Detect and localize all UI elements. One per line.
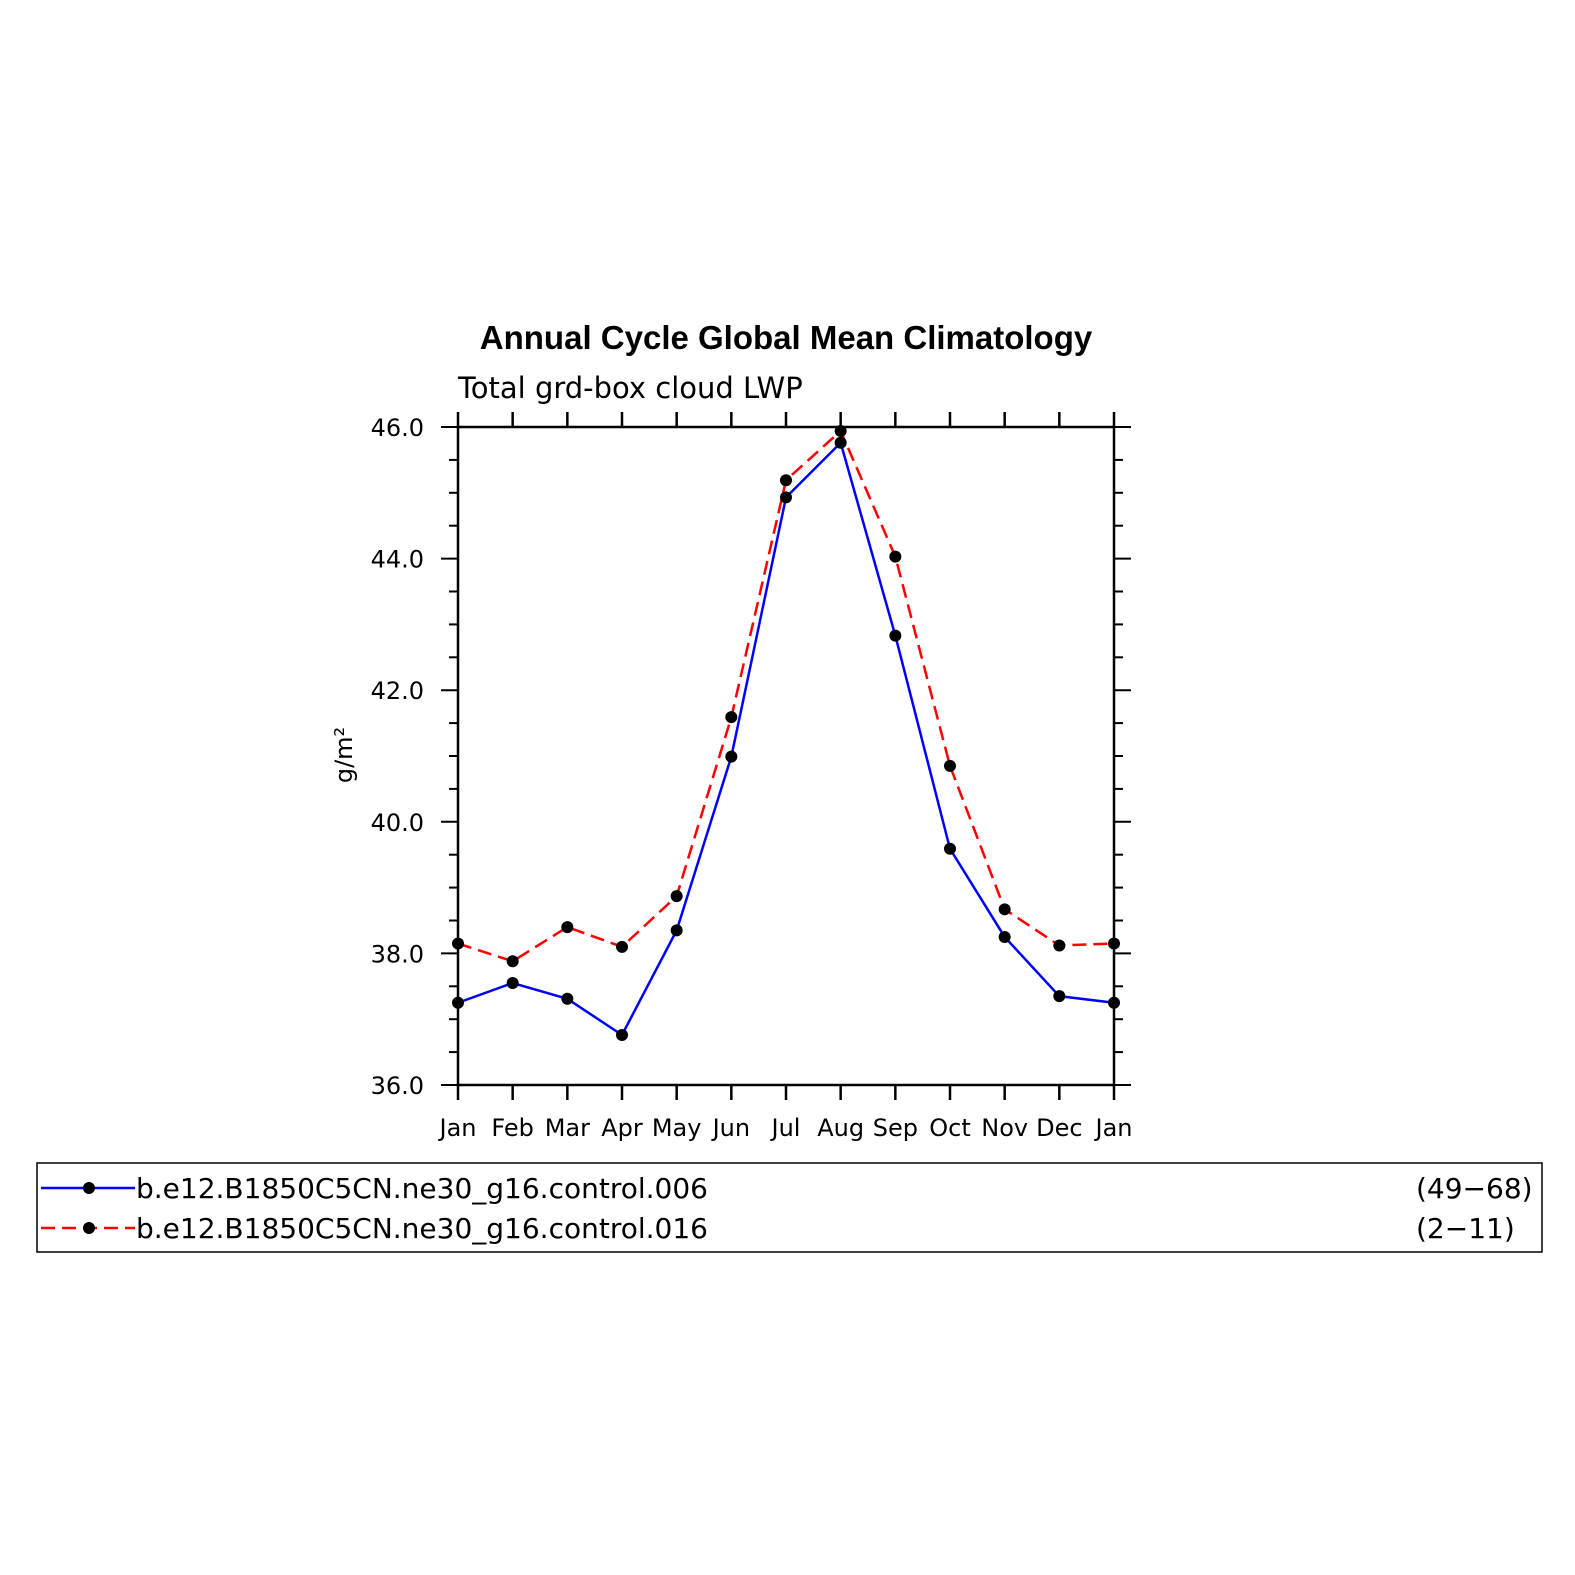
x-tick-label: Aug — [817, 1114, 864, 1142]
y-tick-label: 46.0 — [371, 414, 424, 442]
legend-marker-2 — [83, 1222, 95, 1234]
data-point-series-1 — [1108, 996, 1120, 1009]
data-point-series-1 — [998, 930, 1011, 943]
series-line-1 — [457, 440, 1115, 1037]
data-point-series-2 — [998, 903, 1011, 916]
x-tick-label: Apr — [601, 1114, 643, 1142]
data-point-series-1 — [889, 629, 902, 642]
data-point-series-2 — [944, 759, 956, 772]
x-tick-label: May — [652, 1114, 702, 1142]
y-tick-label: 42.0 — [371, 677, 424, 705]
legend-marker-1 — [83, 1182, 95, 1194]
data-point-series-1 — [944, 842, 956, 855]
data-point-series-2 — [725, 711, 738, 724]
data-point-series-1 — [616, 1028, 628, 1041]
data-point-series-2 — [889, 550, 902, 563]
data-point-series-2 — [834, 424, 847, 437]
x-tick-label: Nov — [981, 1114, 1028, 1142]
legend-years-1: (49−68) — [1416, 1172, 1533, 1205]
x-tick-label: Oct — [929, 1114, 971, 1142]
legend-label-2: b.e12.B1850C5CN.ne30_g16.control.016 — [136, 1212, 708, 1245]
x-tick-label: Feb — [491, 1114, 534, 1142]
y-tick-label: 36.0 — [371, 1072, 424, 1100]
data-point-series-2 — [506, 955, 519, 968]
data-point-series-2 — [616, 940, 628, 953]
data-point-series-2 — [670, 890, 683, 903]
data-point-series-2 — [1053, 939, 1066, 952]
axis-ticks: Jan Feb Mar Apr May Jun Jul Aug Sep Oct Nov Dec Jan 3… — [371, 412, 1133, 1142]
y-tick-label: 38.0 — [371, 940, 424, 968]
data-point-series-1 — [834, 436, 847, 449]
data-point-series-1 — [670, 924, 683, 937]
x-tick-label: Dec — [1036, 1114, 1082, 1142]
x-tick-label: Jul — [770, 1114, 801, 1142]
x-tick-label: Sep — [873, 1114, 918, 1142]
legend-label-1: b.e12.B1850C5CN.ne30_g16.control.006 — [136, 1172, 708, 1205]
chart-subtitle: Total grd-box cloud LWP — [457, 371, 803, 405]
x-tick-label: Jun — [711, 1114, 751, 1142]
legend-entries: b.e12.B1850C5CN.ne30_g16.control.006 (49−… — [41, 1172, 1533, 1245]
data-point-series-2 — [780, 474, 792, 487]
legend: b.e12.B1850C5CN.ne30_g16.control.006 (49−… — [36, 1162, 1543, 1253]
y-tick-label: 40.0 — [371, 809, 424, 837]
plot-frame — [456, 425, 1116, 1087]
data-point-series-2 — [561, 921, 574, 934]
data-point-series-1 — [506, 977, 519, 990]
y-axis-label: g/m² — [330, 727, 358, 783]
x-tick-label: Jan — [438, 1114, 477, 1142]
data-point-series-2 — [452, 937, 464, 950]
y-tick-label: 44.0 — [371, 546, 424, 574]
data-point-series-1 — [725, 750, 738, 763]
x-tick-label: Mar — [545, 1114, 590, 1142]
data-point-series-1 — [561, 992, 574, 1005]
series-lines — [452, 424, 1120, 1041]
data-point-series-2 — [1108, 937, 1120, 950]
data-point-series-1 — [452, 996, 464, 1009]
data-point-series-1 — [780, 491, 792, 504]
chart-title: Annual Cycle Global Mean Climatology — [480, 319, 1093, 356]
data-point-series-1 — [1053, 990, 1066, 1003]
legend-years-2: (2−11) — [1416, 1212, 1515, 1245]
series-line-2 — [457, 428, 1115, 963]
legend-box — [36, 1162, 1543, 1253]
x-tick-label: Jan — [1094, 1114, 1133, 1142]
